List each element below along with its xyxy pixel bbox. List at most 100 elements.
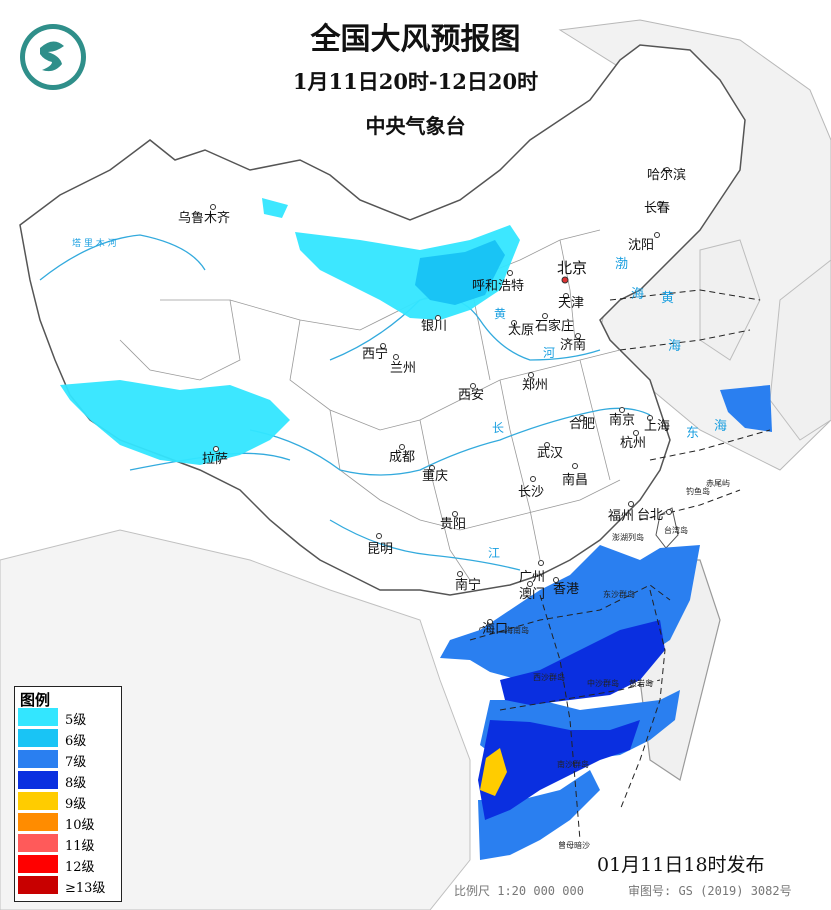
label-huanghai-2: 海 (668, 339, 681, 354)
forecast-period: 1月11日20时-12日20时 (292, 69, 539, 94)
label-he-river: 河 (543, 346, 555, 360)
scale-text: 比例尺 1:20 000 000 (454, 884, 584, 898)
legend-item: 6级 (18, 728, 118, 749)
label-chengdu: 成都 (389, 450, 415, 465)
label-nanchang: 南昌 (562, 472, 588, 488)
label-macao: 澳门 (519, 586, 545, 602)
label-taiyuan: 太原 (508, 323, 534, 338)
legend-swatch (18, 834, 58, 852)
island-labels: 海南岛 台湾岛 钓鱼岛 赤尾屿 澎湖列岛 东沙群岛 西沙群岛 中沙群岛 黄岩岛 … (505, 479, 730, 850)
label-hohhot: 呼和浩特 (472, 279, 524, 294)
legend-swatch (18, 876, 58, 894)
wind-area-level6 (415, 240, 505, 305)
label-hainan: 海南岛 (505, 625, 529, 635)
label-hongkong: 香港 (553, 582, 579, 597)
label-lhasa: 拉萨 (202, 452, 228, 467)
label-huangyan: 黄岩岛 (629, 678, 653, 688)
label-taibei: 台北 (637, 508, 663, 523)
label-shijiazhuang: 石家庄 (535, 318, 574, 334)
label-urumqi: 乌鲁木齐 (178, 210, 230, 226)
legend-label: ≥13级 (65, 881, 106, 896)
legend-item: 11级 (18, 833, 118, 854)
issue-time: 01月11日18时发布 (597, 854, 765, 876)
label-jinan: 济南 (560, 337, 586, 353)
wind-area-level8 (478, 620, 665, 820)
label-xining: 西宁 (362, 346, 388, 362)
label-chang-river: 长 (492, 421, 504, 435)
label-hangzhou: 杭州 (620, 436, 646, 451)
label-donghai-1: 东 (686, 426, 699, 441)
rivers (39, 234, 651, 571)
legend-swatch (18, 750, 58, 768)
label-dongsha: 东沙群岛 (603, 589, 635, 599)
legend-swatch (18, 771, 58, 789)
label-jiang-river: 江 (488, 546, 500, 560)
label-chongqing: 重庆 (422, 468, 448, 484)
legend-item: 12级 (18, 854, 118, 875)
legend-swatch (18, 855, 58, 873)
legend-item: 7级 (18, 749, 118, 770)
label-chiwei: 赤尾屿 (706, 479, 730, 488)
label-kunming: 昆明 (367, 542, 393, 557)
sea-boundary-lines (469, 289, 771, 841)
label-taiwan: 台湾岛 (664, 525, 688, 535)
label-guangzhou: 广州 (519, 570, 545, 585)
city-labels: 乌鲁木齐 拉萨 西宁 兰州 银川 呼和浩特 北京 天津 太原 石家庄 济南 郑州… (178, 167, 686, 637)
legend-swatch (18, 708, 58, 726)
legend-swatch (18, 813, 58, 831)
label-changchun: 长春 (644, 201, 670, 216)
label-changsha: 长沙 (518, 485, 544, 500)
legend-item: ≥13级 (18, 875, 118, 896)
label-bohai-1: 渤 (615, 256, 628, 272)
taiwan-island (655, 507, 679, 549)
label-shenyang: 沈阳 (628, 238, 654, 253)
legend-item: 10级 (18, 812, 118, 833)
legend-label: 8级 (65, 776, 87, 791)
province-borders (119, 229, 621, 581)
label-shanghai: 上海 (644, 419, 670, 434)
label-bohai-2: 海 (631, 287, 644, 302)
label-yinchuan: 银川 (421, 319, 447, 334)
legend-item: 5级 (18, 707, 118, 728)
label-tarim-river: 塔 里 木 河 (72, 237, 117, 249)
map-title: 全国大风预报图 (310, 22, 521, 57)
label-nanning: 南宁 (455, 577, 481, 593)
wind-area-level9 (480, 748, 507, 796)
label-penghu: 澎湖列岛 (612, 532, 644, 542)
label-zhengzhou: 郑州 (522, 378, 548, 393)
label-guiyang: 贵阳 (440, 517, 466, 532)
agency-name: 中央气象台 (365, 114, 466, 138)
legend-swatch (18, 792, 58, 810)
label-nanjing: 南京 (609, 412, 635, 428)
city-markers (210, 167, 672, 625)
label-huang-river: 黄 (494, 307, 506, 321)
label-harbin: 哈尔滨 (647, 167, 686, 183)
label-donghai-2: 海 (714, 419, 727, 434)
legend-item: 8级 (18, 770, 118, 791)
label-zengmu: 曾母暗沙 (558, 840, 590, 850)
label-xian: 西安 (458, 388, 484, 403)
legend-label: 9级 (65, 797, 87, 812)
legend-item: 9级 (18, 791, 118, 812)
legend-label: 7级 (65, 755, 87, 770)
label-wuhan: 武汉 (537, 446, 563, 461)
cma-logo-icon (20, 24, 86, 90)
legend-label: 12级 (65, 860, 95, 875)
legend-label: 10级 (65, 818, 95, 833)
legend-label: 6级 (65, 734, 87, 749)
legend-label: 11级 (65, 839, 95, 854)
label-hefei: 合肥 (569, 417, 595, 432)
legend-box: 图例 5级 6级 7级 8级 9级 10级 11级 12级 ≥13级 (14, 686, 122, 902)
label-lanzhou: 兰州 (390, 361, 416, 376)
label-haikou: 海口 (482, 622, 508, 637)
korea-japan-land (699, 239, 831, 441)
label-beijing: 北京 (557, 259, 587, 277)
label-zhongsha: 中沙群岛 (587, 678, 619, 688)
approval-number: 审图号: GS (2019) 3082号 (628, 884, 792, 898)
label-xisha: 西沙群岛 (533, 672, 565, 682)
label-fuzhou: 福州 (608, 509, 634, 524)
legend-title: 图例 (20, 691, 51, 709)
legend-swatch (18, 729, 58, 747)
label-diaoyu: 钓鱼岛 (686, 486, 710, 496)
label-huanghai-1: 黄 (661, 291, 674, 306)
